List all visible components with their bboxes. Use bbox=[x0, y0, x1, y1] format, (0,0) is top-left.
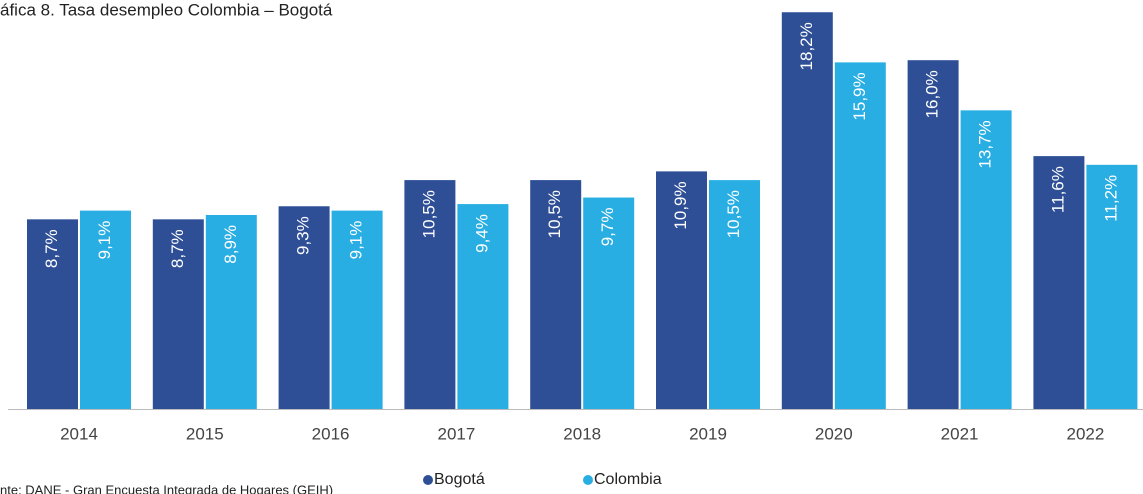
bar bbox=[152, 219, 204, 409]
data-label: 8,7% bbox=[42, 229, 61, 268]
bar bbox=[80, 210, 131, 409]
bar bbox=[656, 171, 707, 409]
chart-title: áfica 8. Tasa desempleo Colombia – Bogot… bbox=[0, 0, 333, 19]
x-tick-label: 2018 bbox=[563, 424, 601, 443]
bar bbox=[331, 210, 383, 409]
bar bbox=[404, 180, 456, 409]
data-label: 9,3% bbox=[294, 216, 313, 255]
source-note: nte: DANE - Gran Encuesta Integrada de H… bbox=[0, 482, 333, 494]
x-tick-label: 2017 bbox=[437, 424, 475, 443]
bar bbox=[834, 62, 886, 409]
x-tick-label: 2019 bbox=[689, 424, 727, 443]
bar bbox=[960, 110, 1012, 409]
x-tick-label: 2015 bbox=[186, 424, 224, 443]
x-tick-label: 2020 bbox=[815, 424, 853, 443]
legend-marker bbox=[423, 475, 433, 485]
data-label: 10,9% bbox=[671, 181, 690, 229]
data-label: 8,7% bbox=[168, 229, 187, 268]
data-label: 9,1% bbox=[347, 221, 366, 260]
legend-marker bbox=[583, 475, 593, 485]
legend-label: Colombia bbox=[594, 471, 662, 488]
bar bbox=[457, 204, 509, 409]
bar bbox=[907, 60, 959, 409]
data-label: 10,5% bbox=[419, 190, 438, 238]
bar bbox=[530, 180, 582, 409]
bar bbox=[781, 12, 833, 410]
data-label: 15,9% bbox=[850, 72, 869, 120]
data-label: 11,2% bbox=[1101, 175, 1120, 222]
x-tick-label: 2016 bbox=[312, 424, 350, 443]
bar bbox=[27, 219, 78, 409]
data-label: 11,6% bbox=[1048, 166, 1067, 213]
bar bbox=[278, 206, 330, 409]
x-tick-label: 2014 bbox=[60, 424, 98, 443]
data-label: 16,0% bbox=[923, 70, 942, 118]
data-label: 10,5% bbox=[545, 190, 564, 238]
data-label: 9,4% bbox=[472, 214, 491, 253]
data-label: 9,7% bbox=[598, 208, 617, 247]
data-label: 8,9% bbox=[221, 225, 240, 264]
x-tick-label: 2022 bbox=[1066, 424, 1104, 443]
bar bbox=[1086, 164, 1138, 409]
data-label: 18,2% bbox=[797, 22, 816, 70]
data-label: 10,5% bbox=[724, 190, 743, 238]
bar bbox=[709, 180, 760, 409]
bar bbox=[1033, 156, 1085, 409]
bar bbox=[583, 197, 635, 409]
bar bbox=[205, 214, 257, 409]
data-label: 13,7% bbox=[976, 120, 995, 168]
data-label: 9,1% bbox=[95, 221, 114, 260]
x-tick-label: 2021 bbox=[941, 424, 979, 443]
legend-label: Bogotá bbox=[434, 471, 485, 488]
